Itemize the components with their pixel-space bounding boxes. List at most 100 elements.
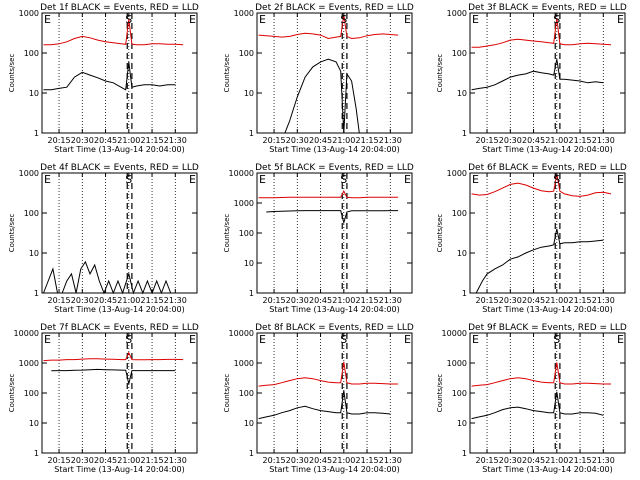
events-series-line — [266, 210, 399, 225]
x-tick-label: 21:30 — [592, 136, 615, 145]
chart-title: Det 9f BLACK = Events, RED = LLD — [468, 323, 627, 333]
y-tick-label: 100 — [24, 49, 39, 58]
y-tick-label: 1 — [34, 289, 39, 298]
x-axis-label: Start Time (13-Aug-14 20:04:00) — [482, 305, 613, 314]
y-axis-label: Counts/sec — [223, 54, 231, 93]
chart-title: Det 1f BLACK = Events, RED = LLD — [40, 3, 199, 13]
chart-title: Det 6f BLACK = Events, RED = LLD — [468, 163, 627, 173]
x-tick-label: 21:15 — [569, 456, 592, 465]
y-tick-label: 10000 — [229, 329, 254, 338]
x-tick-label: 21:30 — [592, 456, 615, 465]
y-tick-label: 1000 — [447, 169, 467, 178]
y-tick-label: 10 — [29, 89, 39, 98]
event-marker-label: E — [259, 13, 266, 26]
x-axis-label: Start Time (13-Aug-14 20:04:00) — [269, 305, 400, 314]
x-tick-label: 20:45 — [94, 456, 117, 465]
event-marker-label: S — [553, 333, 560, 346]
lld-series-line — [471, 173, 612, 197]
event-marker-label: E — [404, 13, 411, 26]
y-tick-label: 1 — [462, 289, 467, 298]
y-tick-label: 1 — [462, 129, 467, 138]
events-series-line — [43, 260, 172, 295]
lld-series-line — [258, 189, 399, 199]
x-tick-label: 21:30 — [164, 456, 187, 465]
y-axis-label: Counts/sec — [8, 54, 16, 93]
plot-frame — [256, 172, 413, 294]
event-marker-label: S — [125, 13, 132, 26]
y-tick-label: 10 — [457, 89, 467, 98]
x-tick-label: 20:30 — [286, 456, 309, 465]
event-marker-label: E — [404, 333, 411, 346]
x-tick-label: 20:30 — [71, 456, 94, 465]
plot-frame — [256, 332, 413, 454]
x-tick-label: 21:00 — [117, 136, 140, 145]
x-tick-label: 21:15 — [569, 136, 592, 145]
x-axis-label: Start Time (13-Aug-14 20:04:00) — [482, 145, 613, 154]
x-tick-label: 21:30 — [592, 296, 615, 305]
event-marker-label: E — [404, 173, 411, 186]
x-tick-label: 20:45 — [309, 296, 332, 305]
x-axis-label: Start Time (13-Aug-14 20:04:00) — [54, 145, 185, 154]
event-marker-label: E — [189, 333, 196, 346]
x-tick-label: 20:45 — [94, 296, 117, 305]
y-tick-label: 1000 — [447, 359, 467, 368]
y-tick-label: 10000 — [229, 169, 254, 178]
events-series-line — [471, 391, 604, 420]
y-tick-label: 100 — [239, 389, 254, 398]
x-tick-label: 20:45 — [522, 296, 545, 305]
x-tick-label: 20:30 — [499, 136, 522, 145]
y-tick-label: 1000 — [19, 9, 39, 18]
x-tick-label: 21:15 — [356, 296, 379, 305]
x-tick-label: 21:30 — [379, 136, 402, 145]
event-marker-label: S — [125, 173, 132, 186]
x-axis-label: Start Time (13-Aug-14 20:04:00) — [269, 465, 400, 474]
x-tick-label: 21:15 — [569, 296, 592, 305]
x-tick-label: 20:45 — [522, 136, 545, 145]
y-tick-label: 1 — [249, 449, 254, 458]
event-marker-label: E — [617, 333, 624, 346]
y-axis-label: Counts/sec — [8, 214, 16, 253]
y-tick-label: 1000 — [234, 9, 254, 18]
event-marker-label: E — [617, 173, 624, 186]
x-tick-label: 21:00 — [545, 296, 568, 305]
y-tick-label: 1000 — [19, 359, 39, 368]
x-tick-label: 21:15 — [356, 456, 379, 465]
x-tick-label: 21:15 — [141, 136, 164, 145]
chart-title: Det 2f BLACK = Events, RED = LLD — [255, 3, 414, 13]
x-tick-label: 20:30 — [71, 136, 94, 145]
y-tick-label: 100 — [239, 49, 254, 58]
y-tick-label: 1000 — [19, 169, 39, 178]
event-marker-label: E — [617, 13, 624, 26]
event-marker-label: S — [340, 13, 347, 26]
x-tick-label: 20:15 — [476, 296, 499, 305]
y-tick-label: 1000 — [234, 359, 254, 368]
plot-frame — [41, 12, 198, 134]
x-tick-label: 20:30 — [286, 296, 309, 305]
event-marker-label: E — [44, 173, 51, 186]
events-series-line — [51, 368, 176, 385]
y-tick-label: 10 — [244, 419, 254, 428]
lld-series-line — [43, 351, 184, 362]
x-tick-label: 20:15 — [48, 136, 71, 145]
chart-title: Det 7f BLACK = Events, RED = LLD — [40, 323, 199, 333]
event-marker-label: E — [259, 173, 266, 186]
y-tick-label: 10000 — [14, 329, 39, 338]
x-tick-label: 20:15 — [263, 456, 286, 465]
y-tick-label: 10 — [29, 249, 39, 258]
events-series-line — [284, 58, 360, 134]
lld-series-line — [258, 14, 399, 40]
x-tick-label: 21:15 — [141, 296, 164, 305]
y-tick-label: 10 — [244, 259, 254, 268]
y-tick-label: 100 — [452, 389, 467, 398]
y-tick-label: 1 — [34, 449, 39, 458]
x-tick-label: 21:00 — [117, 296, 140, 305]
y-axis-label: Counts/sec — [436, 54, 444, 93]
y-tick-label: 10 — [244, 89, 254, 98]
plot-frame — [469, 332, 626, 454]
